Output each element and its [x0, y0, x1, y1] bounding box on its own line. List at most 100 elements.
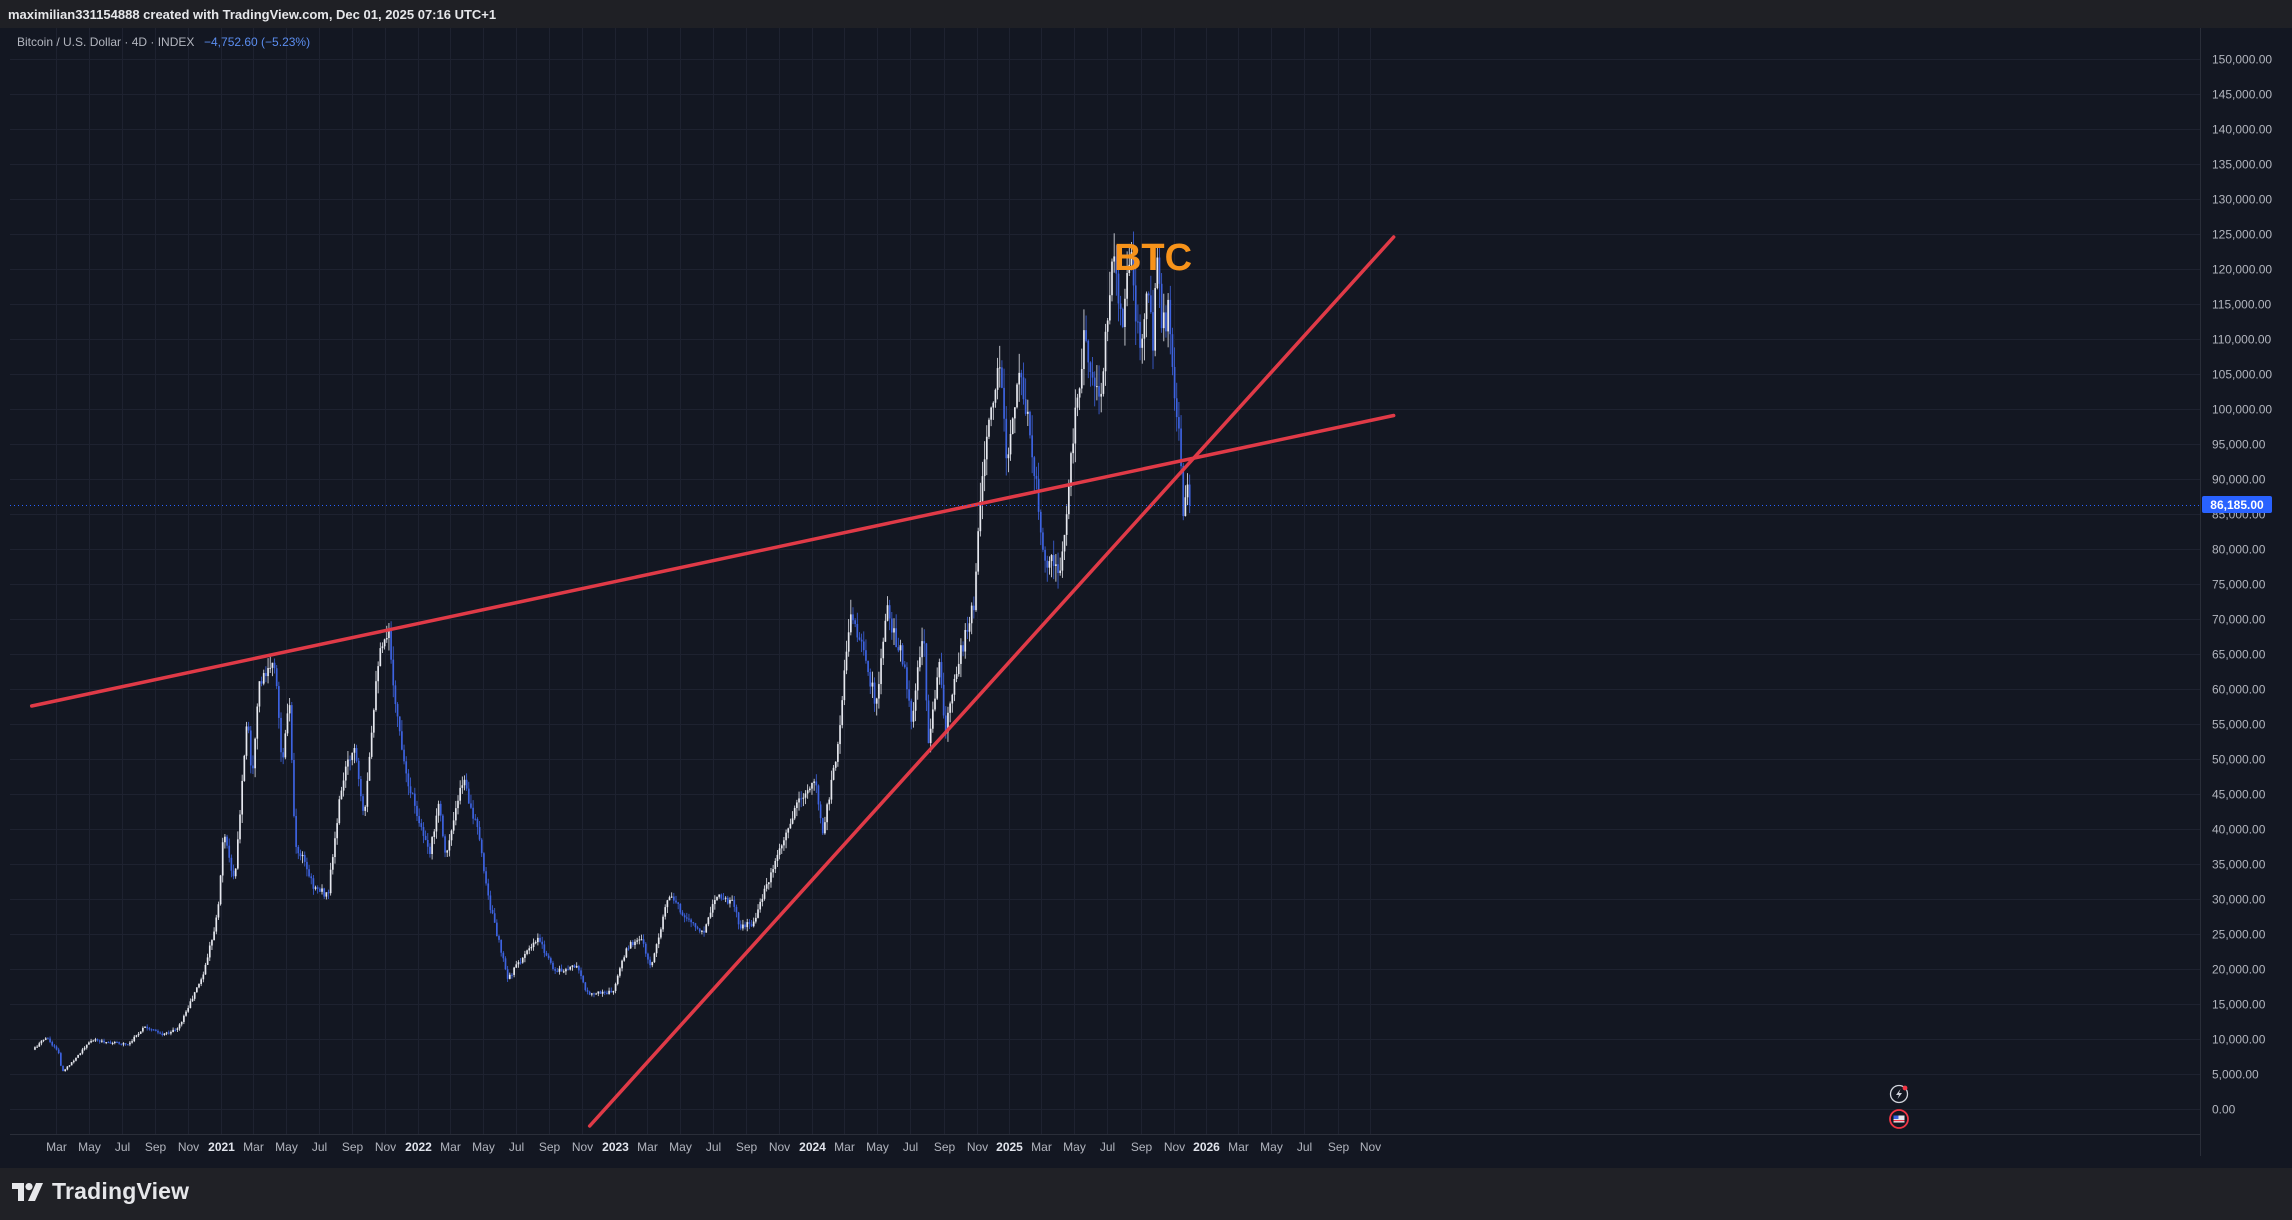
candle-body	[349, 759, 351, 761]
candle-body	[603, 991, 606, 993]
candle-body	[1178, 417, 1180, 429]
candle-body	[1111, 261, 1113, 296]
candle-body	[92, 1040, 95, 1042]
candle-body	[662, 916, 664, 930]
candle-body	[383, 639, 386, 647]
time-tick-label: Sep	[1328, 1140, 1350, 1154]
candle-body	[828, 799, 831, 805]
candle-body	[308, 869, 310, 877]
candle-body	[247, 726, 250, 731]
btc-annotation[interactable]: BTC	[1114, 237, 1192, 279]
candle-body	[513, 967, 515, 975]
candle-body	[757, 909, 759, 918]
candle-body	[241, 780, 244, 815]
candle-body	[750, 923, 753, 927]
time-tick-label: Nov	[1360, 1140, 1381, 1154]
candle-body	[854, 620, 856, 624]
candle-body	[731, 899, 733, 901]
candle-body	[195, 987, 198, 993]
candle-body	[1186, 484, 1189, 498]
candle-body	[1152, 312, 1154, 351]
time-tick-label: Nov	[967, 1140, 988, 1154]
candle-body	[597, 991, 600, 994]
price-tick-label: 35,000.00	[2212, 858, 2266, 872]
candle-body	[55, 1046, 58, 1050]
trendlines[interactable]	[29, 235, 1396, 1128]
candle-body	[1061, 551, 1064, 571]
candle-body	[420, 823, 423, 828]
time-tick-label: Mar	[1031, 1140, 1052, 1154]
candle-body	[72, 1060, 75, 1063]
candle-body	[355, 748, 358, 761]
candle-body	[489, 895, 492, 910]
candle-body	[560, 968, 563, 972]
time-tick-label: Nov	[769, 1140, 790, 1154]
price-tick-label: 115,000.00	[2212, 298, 2271, 312]
candle-body	[452, 820, 455, 831]
candle-body	[1147, 293, 1150, 296]
time-tick-label: 2021	[208, 1140, 235, 1154]
price-tick-label: 145,000.00	[2212, 88, 2272, 102]
candle-body	[198, 983, 200, 988]
candle-body	[470, 803, 472, 808]
time-tick-label: Mar	[1228, 1140, 1249, 1154]
candle-body	[269, 667, 272, 669]
time-tick-label: Sep	[736, 1140, 758, 1154]
candle-body	[476, 819, 479, 828]
candle-body	[664, 907, 667, 917]
candle-body	[636, 940, 638, 942]
candle-body	[1160, 283, 1163, 329]
price-chart[interactable]: 0.00 5,000.00 10,000.00 15,000.00 20,000.00 2…	[0, 0, 2292, 1168]
candle-body	[517, 962, 520, 965]
candle-body	[733, 899, 736, 907]
candle-body	[612, 990, 615, 993]
time-tick-label: Jul	[1297, 1140, 1312, 1154]
candle-body	[301, 854, 304, 857]
time-tick-label: 2024	[799, 1140, 826, 1154]
candle-body	[357, 760, 360, 780]
candle-body	[483, 853, 485, 872]
candle-body	[977, 531, 980, 572]
candle-body	[113, 1042, 116, 1044]
candle-body	[543, 944, 546, 954]
candle-body	[705, 924, 708, 933]
candle-body	[1137, 321, 1139, 323]
candle-body	[329, 869, 332, 894]
time-tick-label: Mar	[46, 1140, 67, 1154]
candle-body	[280, 717, 282, 753]
candle-body	[826, 804, 828, 823]
candle-body	[921, 641, 923, 658]
time-tick-label: Nov	[572, 1140, 593, 1154]
candle-body	[944, 715, 947, 733]
candle-body	[407, 773, 410, 787]
candle-body	[480, 839, 483, 854]
candle-body	[968, 623, 971, 632]
candle-body	[306, 861, 308, 870]
candle-body	[111, 1042, 114, 1044]
candle-body	[236, 839, 239, 869]
candle-body	[744, 924, 746, 928]
us-flag-event-icon[interactable]	[1889, 1109, 1909, 1129]
tradingview-logo[interactable]: TradingView	[12, 1178, 189, 1205]
lightning-icon[interactable]	[1889, 1084, 1909, 1104]
candle-body	[787, 828, 790, 833]
candle-body	[372, 710, 375, 733]
price-axis[interactable]: 0.00 5,000.00 10,000.00 15,000.00 20,000.00 2…	[2212, 53, 2272, 1117]
candle-body	[521, 957, 524, 963]
candle-body	[260, 681, 263, 684]
candle-body	[44, 1038, 47, 1040]
candle-body	[709, 912, 712, 918]
candle-body	[649, 959, 651, 966]
candle-body	[422, 827, 425, 836]
candle-body	[925, 643, 928, 701]
candle-body	[672, 896, 675, 901]
time-tick-label: May	[472, 1140, 495, 1154]
candle-body	[1065, 514, 1068, 535]
candle-body	[1093, 377, 1096, 387]
candle-body	[1184, 497, 1187, 517]
time-axis[interactable]: Mar May Jul Sep Nov 2021 Mar May Jul Sep Nov 2022 Ma…	[46, 1140, 1381, 1154]
candle-body	[588, 991, 591, 995]
candle-body	[899, 645, 902, 651]
candle-body	[621, 960, 623, 969]
candle-body	[312, 878, 315, 889]
